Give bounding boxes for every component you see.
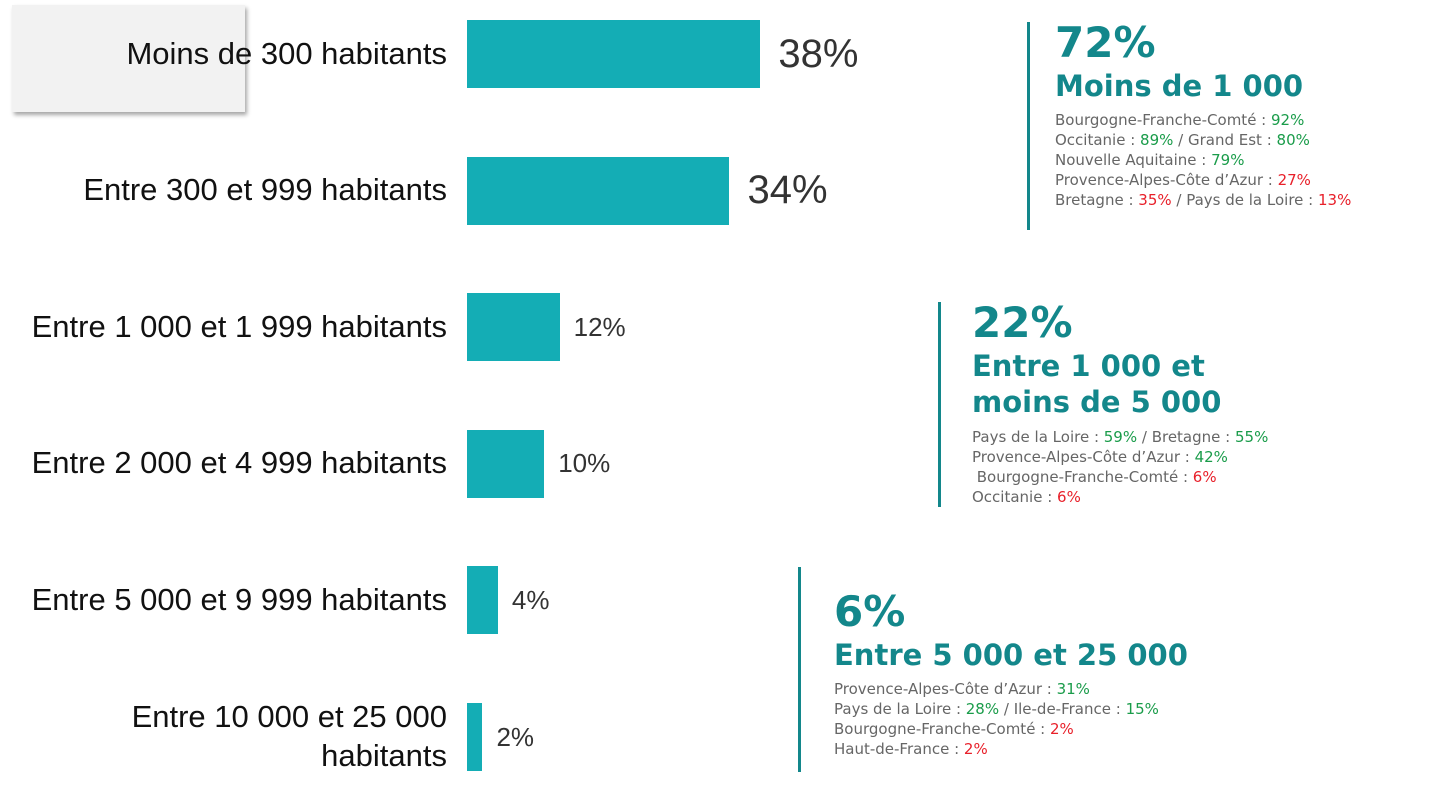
detail-text: 6% — [1192, 467, 1217, 486]
detail-text: 92% — [1271, 111, 1305, 130]
detail-text: / Pays de la Loire : — [1171, 191, 1318, 210]
annotation: 22% Entre 1 000 et moins de 5 000 Pays de … — [972, 298, 1268, 507]
detail-text: Occitanie : — [1055, 131, 1141, 150]
annotation-figure: 72% — [1055, 18, 1156, 67]
detail-text: / Bretagne : — [1137, 427, 1235, 446]
detail-line: Bourgogne-Franche-Comté : 2% — [834, 719, 1254, 739]
detail-text: Bourgogne-Franche-Comté : — [1055, 111, 1272, 130]
detail-line: Haut-de-France : 2% — [834, 739, 1254, 759]
detail-text: Provence-Alpes-Côte d’Azur : — [834, 680, 1057, 699]
annotation-figure: 6% — [834, 587, 906, 636]
detail-text: 6% — [1057, 487, 1081, 506]
value-label: 2% — [496, 721, 535, 752]
detail-text: 2% — [963, 740, 988, 759]
value-label: 38% — [778, 31, 859, 76]
detail-text: Occitanie : — [972, 487, 1058, 506]
detail-text: 13% — [1317, 191, 1352, 210]
detail-text: 15% — [1125, 700, 1159, 719]
detail-line: Pays de la Loire : 28% / Ile-de-France :… — [834, 699, 1254, 719]
category-label: Entre 10 000 et 25 000 habitants — [131, 699, 447, 773]
detail-line: Provence-Alpes-Côte d’Azur : 42% — [972, 447, 1252, 467]
detail-text: Provence-Alpes-Côte d’Azur : — [1055, 171, 1278, 190]
annotation-title: Moins de 1 000 — [1055, 69, 1304, 103]
detail-text: Nouvelle Aquitaine : — [1055, 151, 1212, 170]
category-label: Entre 300 et 999 habitants — [83, 172, 447, 208]
bar — [467, 429, 545, 498]
bar — [467, 156, 730, 225]
category-label: Entre 5 000 et 9 999 habitants — [31, 582, 447, 618]
detail-text: / Ile-de-France : — [999, 700, 1126, 719]
annotation-rule — [1027, 22, 1030, 230]
category-label: Moins de 300 habitants — [126, 35, 447, 71]
detail-text: Bourgogne-Franche-Comté : — [972, 467, 1193, 486]
detail-text: 42% — [1194, 447, 1228, 466]
detail-text: 89% — [1140, 131, 1174, 150]
detail-text: Pays de la Loire : — [972, 427, 1104, 446]
annotation-figure: 22% — [972, 298, 1073, 347]
detail-line: Bourgogne-Franche-Comté : 92% — [1055, 110, 1435, 130]
detail-text: / Grand Est : — [1173, 131, 1277, 150]
highlight-box — [12, 5, 245, 112]
detail-text: Pays de la Loire : — [834, 700, 966, 719]
detail-text: Provence-Alpes-Côte d’Azur : — [972, 447, 1195, 466]
detail-text: Bretagne : — [1055, 191, 1139, 210]
annotation-rule — [938, 302, 941, 507]
annotation: 6% Entre 5 000 et 25 000 Provence-Alpes-Cô… — [834, 591, 1254, 759]
detail-line: Bretagne : 35% / Pays de la Loire : 13% — [1055, 190, 1435, 210]
detail-line: Nouvelle Aquitaine : 79% — [1055, 150, 1435, 170]
category-label: Entre 2 000 et 4 999 habitants — [31, 445, 447, 481]
value-label: 4% — [511, 584, 550, 615]
value-label: 34% — [747, 168, 828, 213]
detail-line: Bourgogne-Franche-Comté : 6% — [972, 467, 1252, 487]
detail-text: 55% — [1234, 427, 1269, 446]
detail-line: Provence-Alpes-Côte d’Azur : 31% — [834, 679, 1254, 699]
detail-text: 31% — [1056, 680, 1090, 699]
bar — [467, 566, 498, 635]
detail-text: Bourgogne-Franche-Comté : — [834, 720, 1051, 739]
detail-text: 59% — [1103, 427, 1138, 446]
detail-text: 2% — [1050, 720, 1074, 739]
value-label: 10% — [558, 448, 611, 479]
detail-line: Occitanie : 89% / Grand Est : 80% — [1055, 130, 1435, 150]
detail-line: Provence-Alpes-Côte d’Azur : 27% — [1055, 170, 1435, 190]
detail-line: Pays de la Loire : 59% / Bretagne : 55% — [972, 427, 1268, 447]
detail-text: Haut-de-France : — [834, 740, 964, 759]
bar — [467, 20, 761, 88]
detail-line: Occitanie : 6% — [972, 487, 1252, 507]
annotation-title: Entre 1 000 et moins de 5 000 — [972, 349, 1222, 420]
detail-text: 79% — [1211, 151, 1245, 170]
value-label: 12% — [573, 311, 626, 342]
detail-text: 27% — [1277, 171, 1311, 190]
detail-text: 28% — [965, 700, 1000, 719]
annotation-title: Entre 5 000 et 25 000 — [834, 638, 1188, 672]
bar — [467, 703, 483, 771]
bar — [467, 293, 560, 362]
annotation-rule — [798, 567, 801, 772]
category-label: Entre 1 000 et 1 999 habitants — [31, 308, 447, 344]
detail-text: 80% — [1276, 131, 1310, 150]
annotation: 72% Moins de 1 000 Bourgogne-Franche-Comté… — [1055, 22, 1435, 210]
detail-text: 35% — [1138, 191, 1172, 210]
